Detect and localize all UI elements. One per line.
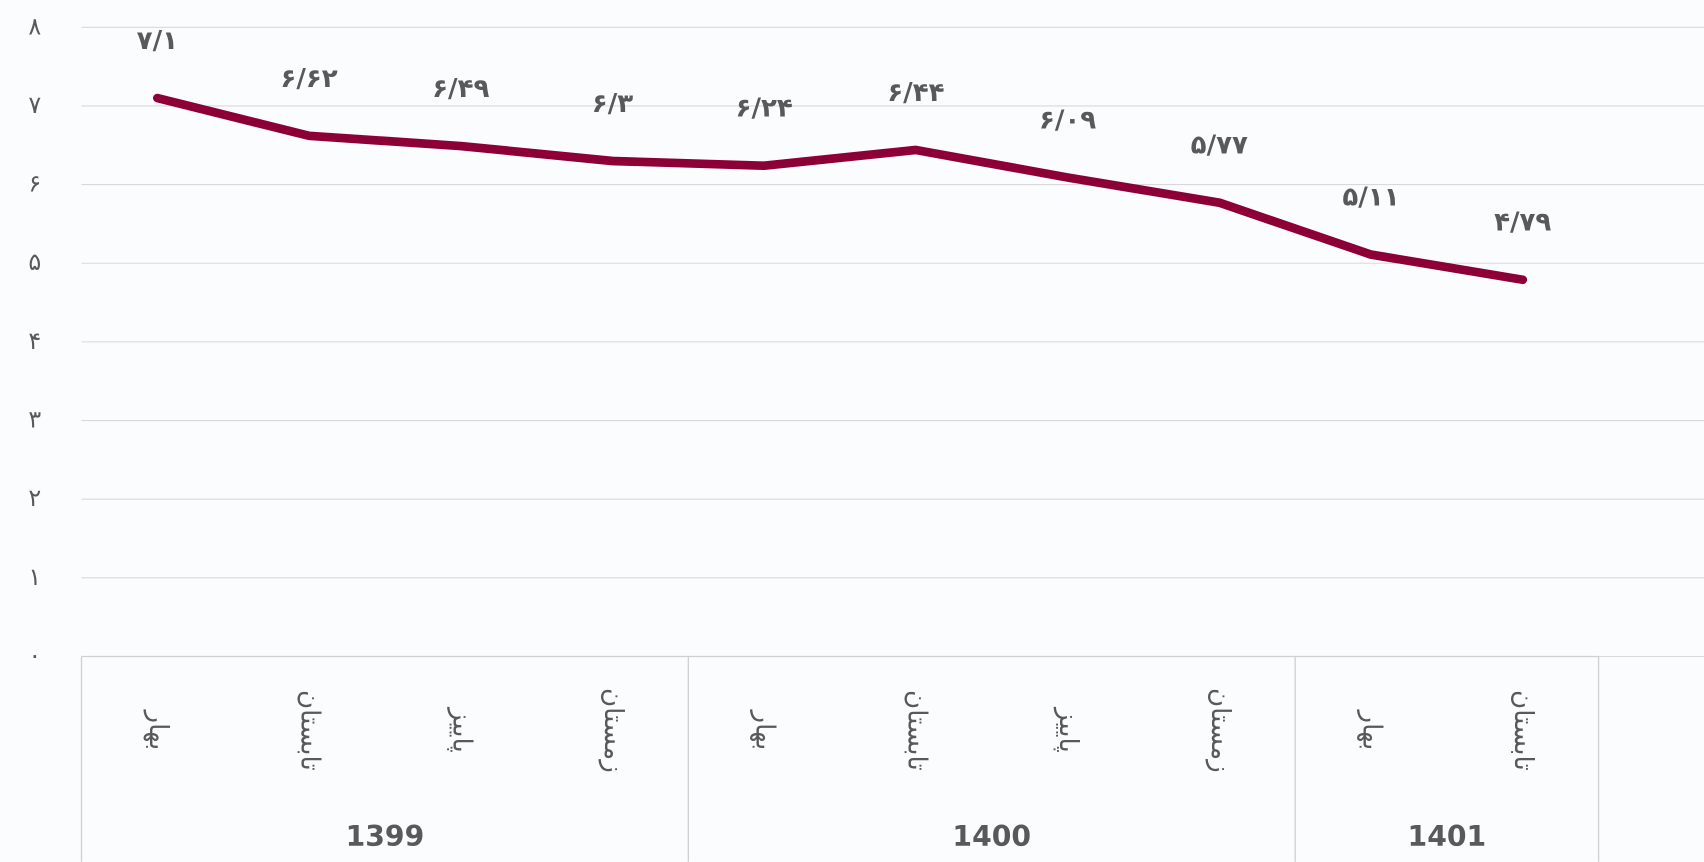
data-label: ۶/۳ bbox=[592, 89, 633, 119]
chart: ۰ ۱ ۲ ۳ ۴ ۵ ۶ ۷ ۸ 1399 1400 1401 بهار تابستان پاییز زمس… bbox=[0, 0, 1704, 862]
x-tick-label: زمستان bbox=[1205, 688, 1235, 773]
x-tick-label: بهار bbox=[143, 708, 173, 750]
page: ۰ ۱ ۲ ۳ ۴ ۵ ۶ ۷ ۸ 1399 1400 1401 بهار تابستان پاییز زمس… bbox=[0, 0, 1704, 862]
y-tick-label: ۰ bbox=[28, 641, 41, 669]
y-tick-label: ۸ bbox=[28, 12, 41, 40]
background bbox=[0, 0, 1704, 862]
x-tick-label: تابستان bbox=[1508, 690, 1538, 771]
data-label: ۶/۰۹ bbox=[1039, 105, 1096, 135]
data-label: ۵/۱۱ bbox=[1342, 183, 1399, 213]
x-group-label: 1401 bbox=[1408, 820, 1487, 853]
y-tick-label: ۳ bbox=[28, 406, 41, 434]
data-label: ۷/۱ bbox=[137, 26, 178, 56]
data-label: ۶/۴۴ bbox=[887, 78, 944, 108]
x-tick-label: بهار bbox=[1357, 708, 1387, 750]
y-tick-label: ۷ bbox=[28, 91, 41, 119]
x-tick-label: بهار bbox=[750, 708, 780, 750]
x-tick-label: پاییز bbox=[1053, 706, 1083, 753]
x-tick-label: پاییز bbox=[446, 706, 476, 753]
data-label: ۵/۷۷ bbox=[1191, 131, 1248, 161]
data-label: ۶/۲۴ bbox=[736, 94, 793, 124]
y-tick-label: ۲ bbox=[28, 484, 41, 512]
data-label: ۴/۷۹ bbox=[1494, 208, 1551, 238]
data-label: ۶/۶۲ bbox=[280, 64, 337, 94]
x-tick-label: تابستان bbox=[901, 690, 931, 771]
data-label: ۶/۴۹ bbox=[432, 74, 489, 104]
y-tick-label: ۴ bbox=[28, 327, 41, 355]
y-tick-label: ۱ bbox=[28, 563, 41, 591]
x-group-label: 1400 bbox=[952, 820, 1031, 853]
x-group-label: 1399 bbox=[346, 820, 425, 853]
x-tick-label: زمستان bbox=[598, 688, 628, 773]
y-tick-label: ۶ bbox=[28, 170, 41, 198]
x-tick-label: تابستان bbox=[295, 690, 325, 771]
y-tick-label: ۵ bbox=[28, 248, 41, 276]
